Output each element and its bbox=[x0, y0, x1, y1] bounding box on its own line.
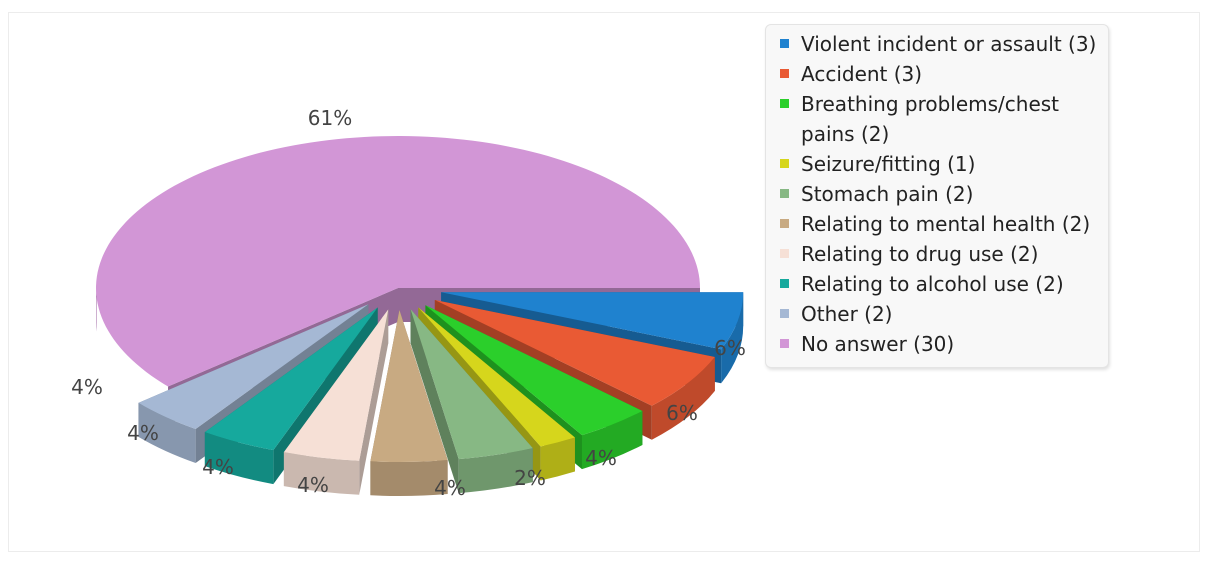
legend-item: Seizure/fitting (1) bbox=[778, 149, 1098, 179]
legend-swatch bbox=[780, 159, 789, 168]
legend-label: Accident (3) bbox=[801, 62, 923, 86]
slice-percent-label: 6% bbox=[714, 336, 746, 360]
pie-slice bbox=[410, 309, 533, 494]
pie-slice bbox=[370, 309, 448, 496]
slice-percent-label: 4% bbox=[127, 421, 159, 445]
slice-percent-label: 4% bbox=[297, 473, 329, 497]
legend-item: No answer (30) bbox=[778, 329, 1098, 359]
legend-item: Relating to mental health (2) bbox=[778, 209, 1098, 239]
pie-chart: 6% 6% 4% 2% 4% 4% 4% 4% 4% 61% bbox=[71, 106, 746, 500]
slice-percent-label: 6% bbox=[666, 401, 698, 425]
legend-label: Breathing problems/chest pains (2) bbox=[801, 92, 1060, 146]
chart-legend: Violent incident or assault (3) Accident … bbox=[765, 24, 1109, 368]
slice-percent-label: 4% bbox=[434, 476, 466, 500]
pie-slice bbox=[283, 309, 389, 495]
legend-swatch bbox=[780, 219, 789, 228]
slice-percent-label: 2% bbox=[514, 466, 546, 490]
legend-label: Relating to drug use (2) bbox=[801, 242, 1039, 266]
legend-swatch bbox=[780, 99, 789, 108]
legend-swatch bbox=[780, 279, 789, 288]
legend-swatch bbox=[780, 69, 789, 78]
legend-item: Relating to alcohol use (2) bbox=[778, 269, 1098, 299]
legend-label: Relating to alcohol use (2) bbox=[801, 272, 1064, 296]
legend-item: Violent incident or assault (3) bbox=[778, 29, 1098, 59]
legend-swatch bbox=[780, 189, 789, 198]
legend-label: Relating to mental health (2) bbox=[801, 212, 1091, 236]
slice-percent-label: 4% bbox=[202, 455, 234, 479]
legend-label: Seizure/fitting (1) bbox=[801, 152, 976, 176]
legend-item: Stomach pain (2) bbox=[778, 179, 1098, 209]
legend-label: Violent incident or assault (3) bbox=[801, 32, 1097, 56]
legend-label: No answer (30) bbox=[801, 332, 955, 356]
legend-item: Breathing problems/chest pains (2) bbox=[778, 89, 1098, 149]
pie-slices bbox=[96, 136, 744, 496]
legend-item: Accident (3) bbox=[778, 59, 1098, 89]
legend-item: Relating to drug use (2) bbox=[778, 239, 1098, 269]
legend-label: Stomach pain (2) bbox=[801, 182, 974, 206]
slice-percent-label: 4% bbox=[71, 375, 103, 399]
legend-swatch bbox=[780, 39, 789, 48]
slice-percent-label: 4% bbox=[585, 446, 617, 470]
legend-swatch bbox=[780, 309, 789, 318]
legend-swatch bbox=[780, 339, 789, 348]
pie-percent-labels: 6% 6% 4% 2% 4% 4% 4% 4% 4% 61% bbox=[71, 106, 746, 500]
legend-item: Other (2) bbox=[778, 299, 1098, 329]
legend-swatch bbox=[780, 249, 789, 258]
slice-percent-label: 61% bbox=[308, 106, 352, 130]
legend-label: Other (2) bbox=[801, 302, 893, 326]
